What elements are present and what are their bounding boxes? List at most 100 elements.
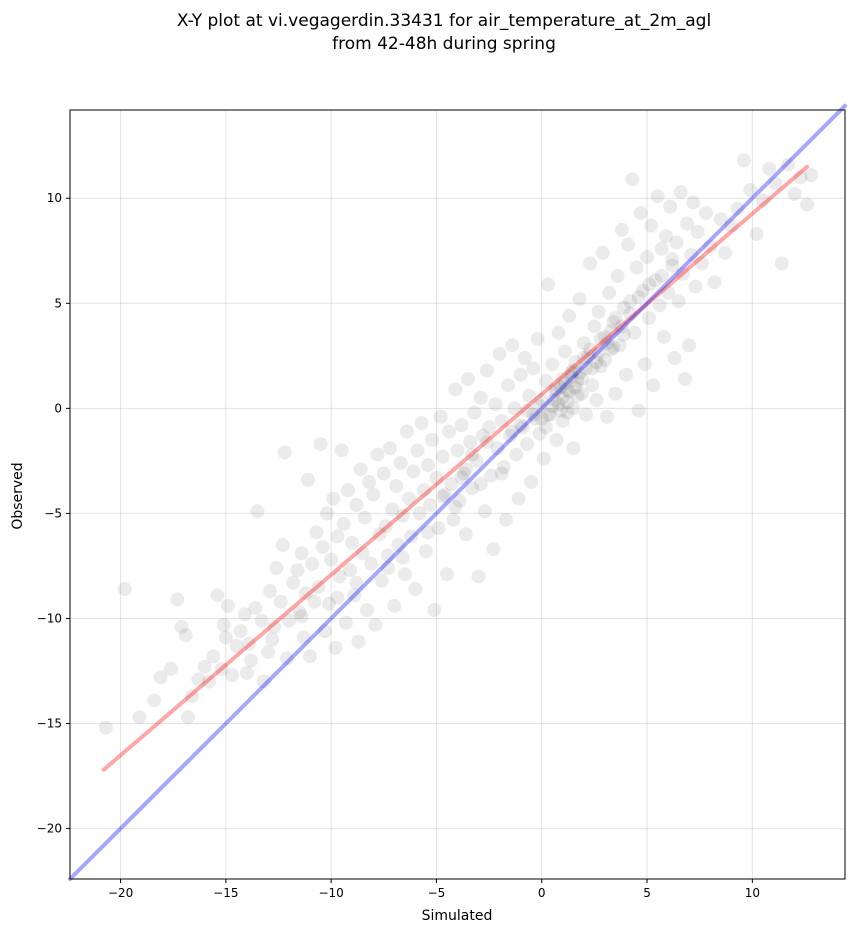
scatter-point	[517, 350, 532, 365]
scatter-point	[250, 504, 265, 519]
scatter-point	[395, 550, 410, 565]
scatter-point	[623, 306, 638, 321]
x-tick-label: −5	[428, 886, 446, 900]
scatter-point	[513, 367, 528, 382]
scatter-point	[635, 283, 650, 298]
scatter-point	[534, 392, 549, 407]
scatter-point	[279, 651, 294, 666]
scatter-point	[326, 491, 341, 506]
scatter-point	[117, 582, 132, 597]
scatter-point	[673, 184, 688, 199]
scatter-point	[541, 277, 556, 292]
scatter-point	[583, 256, 598, 271]
scatter-point	[330, 590, 345, 605]
scatter-point	[629, 260, 644, 275]
scatter-point	[562, 308, 577, 323]
scatter-point	[444, 476, 459, 491]
scatter-point	[267, 619, 282, 634]
scatter-point	[439, 567, 454, 582]
scatter-point	[473, 476, 488, 491]
scatter-point	[642, 311, 657, 326]
scatter-point	[454, 418, 469, 433]
scatter-point	[425, 432, 440, 447]
scatter-point	[385, 502, 400, 517]
scatter-point	[560, 395, 575, 410]
scatter-point	[555, 390, 570, 405]
scatter-point	[465, 447, 480, 462]
scatter-point	[591, 304, 606, 319]
scatter-point	[570, 374, 585, 389]
scatter-point	[606, 315, 621, 330]
scatter-point	[623, 294, 638, 309]
scatter-point	[608, 311, 623, 326]
scatter-point	[277, 445, 292, 460]
scatter-point	[684, 247, 699, 262]
scatter-point	[560, 405, 575, 420]
scatter-points	[98, 153, 819, 735]
scatter-point	[703, 239, 718, 254]
scatter-point	[562, 384, 577, 399]
scatter-point	[682, 338, 697, 353]
scatter-point	[688, 279, 703, 294]
scatter-point	[606, 340, 621, 355]
scatter-point	[349, 498, 364, 513]
scatter-point	[597, 329, 612, 344]
scatter-point	[248, 600, 263, 615]
scatter-point	[536, 451, 551, 466]
scatter-point	[431, 521, 446, 536]
scatter-point	[625, 172, 640, 187]
scatter-point	[164, 661, 179, 676]
scatter-point	[448, 500, 463, 515]
scatter-point	[743, 182, 758, 197]
scatter-point	[677, 371, 692, 386]
scatter-point	[421, 458, 436, 473]
x-tick-label: −15	[213, 886, 238, 900]
scatter-point	[564, 369, 579, 384]
scatter-point	[479, 434, 494, 449]
scatter-point	[545, 399, 560, 414]
scatter-point	[526, 407, 541, 422]
scatter-point	[549, 382, 564, 397]
scatter-point	[463, 434, 478, 449]
x-axis-ticks: −20 −15 −10 −5 0 5 10	[108, 879, 760, 900]
scatter-point	[229, 638, 244, 653]
scatter-point	[597, 353, 612, 368]
chart-title-line-1: X-Y plot at vi.vegagerdin.33431 for air_…	[177, 11, 711, 31]
scatter-point	[210, 588, 225, 603]
scatter-point	[578, 407, 593, 422]
scatter-point	[526, 361, 541, 376]
scatter-point	[656, 329, 671, 344]
scatter-point	[633, 205, 648, 220]
scatter-point	[793, 170, 808, 185]
scatter-point	[345, 535, 360, 550]
x-tick-label: −10	[318, 886, 343, 900]
plot-frame	[69, 109, 846, 880]
scatter-point	[600, 409, 615, 424]
scatter-point	[572, 365, 587, 380]
scatter-point	[572, 292, 587, 307]
scatter-point	[225, 668, 240, 683]
scatter-point	[640, 250, 655, 265]
scatter-point	[787, 187, 802, 202]
scatter-point	[479, 363, 494, 378]
scatter-point	[364, 556, 379, 571]
scatter-point	[608, 386, 623, 401]
scatter-point	[524, 474, 539, 489]
scatter-point	[442, 424, 457, 439]
scatter-point	[263, 584, 278, 599]
scatter-point	[435, 449, 450, 464]
scatter-point	[713, 212, 728, 227]
scatter-point	[581, 348, 596, 363]
scatter-point	[724, 218, 739, 233]
scatter-point	[242, 636, 257, 651]
scatter-point	[174, 619, 189, 634]
scatter-point	[545, 357, 560, 372]
scatter-point	[446, 512, 461, 527]
scatter-point	[566, 401, 581, 416]
scatter-point	[185, 689, 200, 704]
scatter-point	[98, 720, 113, 735]
scatter-point	[488, 397, 503, 412]
scatter-point	[473, 390, 488, 405]
scatter-point	[458, 527, 473, 542]
scatter-point	[595, 245, 610, 260]
